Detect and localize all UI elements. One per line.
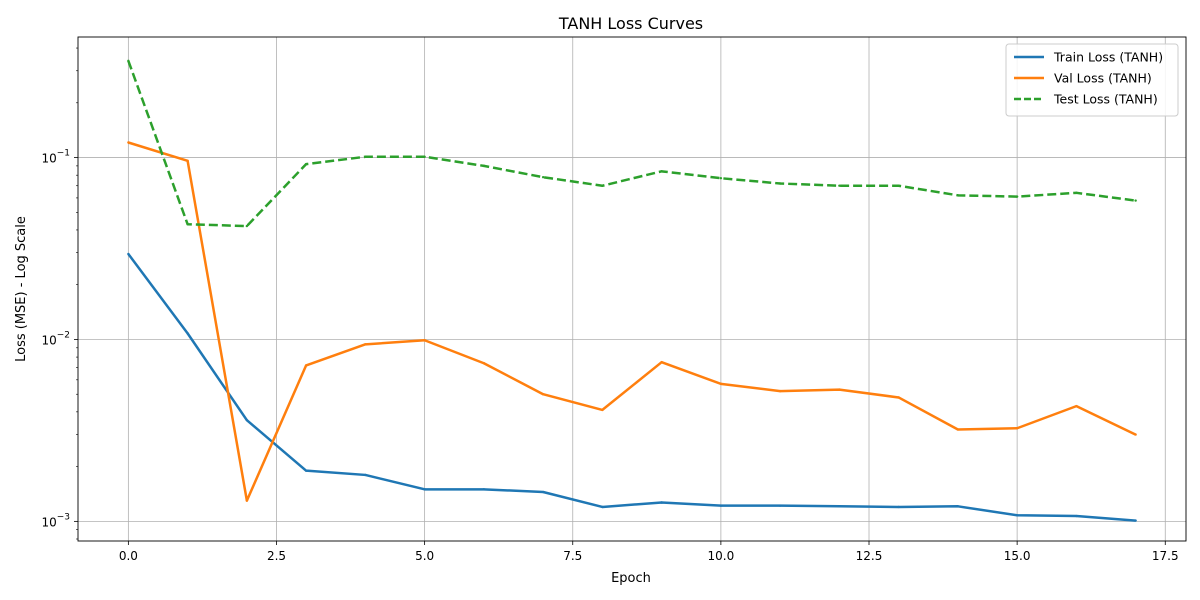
legend-box [1005, 43, 1179, 117]
legend-label-1: Val Loss (TANH) [1054, 71, 1152, 86]
series-2-point [245, 224, 249, 228]
series-1-point [304, 364, 308, 367]
series-line-2 [127, 60, 1136, 228]
series-0-point [1015, 514, 1019, 517]
y-tick-base: 10 [41, 333, 56, 347]
series-0-point [482, 488, 486, 491]
series-1-point [660, 360, 663, 364]
series-0-point [719, 504, 723, 507]
y-tick-label: 10−2 [41, 330, 70, 347]
y-tick-exponent: −1 [57, 149, 70, 159]
series-1-point [1134, 433, 1137, 436]
x-tick-label: 10.0 [708, 549, 735, 563]
series-2-point [1134, 199, 1137, 202]
series-0-point [245, 418, 249, 422]
legend: Train Loss (TANH) Val Loss (TANH) Test Los… [1005, 43, 1179, 117]
series-1-point [364, 343, 367, 346]
x-tick-label: 5.0 [415, 549, 434, 563]
series-2-point [601, 184, 604, 187]
series-1-point [423, 339, 426, 342]
series-2-point [423, 155, 426, 158]
series-0-point [897, 505, 900, 509]
y-axis-label: Loss (MSE) - Log Scale [14, 216, 29, 362]
series-2-point [364, 155, 367, 158]
series-2-point [778, 182, 782, 185]
series-2-point [304, 162, 308, 166]
series-1-point [719, 382, 723, 386]
series-0-point [601, 505, 604, 509]
series-2-point [719, 177, 723, 180]
series-1-point [1015, 427, 1019, 430]
series-0-point [660, 501, 663, 504]
series-1-point [838, 388, 841, 391]
series-1-point [778, 389, 782, 393]
series-0-point [304, 469, 308, 472]
series-0-point [838, 505, 841, 508]
series-1-point [956, 428, 960, 431]
series-0-point [127, 252, 130, 256]
legend-label-2: Test Loss (TANH) [1053, 92, 1158, 107]
series-0-point [541, 490, 545, 494]
series-2-point [1015, 195, 1019, 198]
series-2-point [541, 175, 545, 179]
y-tick-exponent: −2 [57, 330, 70, 340]
series-line-1 [127, 141, 1137, 502]
x-tick-label: 17.5 [1152, 549, 1179, 563]
series-0-point [364, 473, 367, 477]
y-tick-base: 10 [41, 515, 56, 529]
series-1-point [245, 499, 249, 502]
series-line-0 [127, 253, 1136, 522]
series-1-point [601, 408, 604, 412]
series-2-point [956, 194, 960, 197]
x-tick-label: 2.5 [267, 549, 286, 563]
series-0-point [778, 504, 782, 507]
legend-label-0: Train Loss (TANH) [1053, 50, 1163, 65]
series-0-point [1134, 519, 1137, 522]
chart-title: TANH Loss Curves [558, 14, 703, 33]
series-1-point [897, 396, 900, 399]
series-1-point [186, 159, 189, 162]
plot-area-frame [77, 36, 1187, 542]
series-2-point [482, 164, 486, 168]
series-2-point [897, 184, 900, 187]
series-0-point [423, 488, 426, 491]
series-2-point [127, 59, 130, 63]
x-axis-label: Epoch [611, 571, 651, 586]
x-axis-ticks: 0.0 2.5 5.0 7.5 10.0 12.5 15.0 17.5 [119, 541, 1179, 563]
x-tick-label: 7.5 [563, 549, 582, 563]
y-axis-ticks: 10−310−210−1 [41, 47, 78, 540]
y-tick-label: 10−3 [41, 512, 70, 529]
series-1-point [541, 393, 545, 396]
series-1-point [127, 141, 130, 144]
series-2-point [186, 223, 189, 226]
series-0-point [186, 332, 189, 335]
series-1-point [1075, 404, 1078, 408]
series-2-point [1075, 191, 1078, 195]
x-tick-label: 12.5 [856, 549, 883, 563]
y-tick-exponent: −3 [57, 512, 70, 522]
x-tick-label: 0.0 [119, 549, 138, 563]
series-lines [127, 59, 1137, 522]
y-tick-label: 10−1 [41, 149, 70, 166]
grid-lines [78, 37, 1186, 541]
x-tick-label: 15.0 [1004, 549, 1031, 563]
series-2-point [838, 184, 841, 187]
series-2-point [660, 170, 663, 173]
y-tick-base: 10 [41, 152, 56, 166]
series-1-point [482, 362, 486, 365]
series-0-point [1075, 514, 1078, 518]
series-0-point [956, 505, 960, 508]
